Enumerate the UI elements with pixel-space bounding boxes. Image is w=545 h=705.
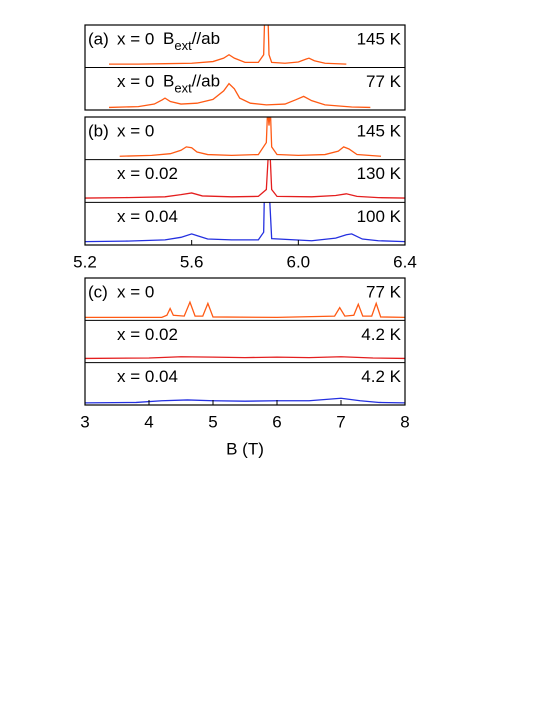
temperature-label: 4.2 K — [361, 325, 401, 344]
legend-entry: x = 0 — [117, 282, 154, 301]
temperature-label: 145 K — [357, 29, 402, 48]
x-tick-label: 5.6 — [180, 252, 204, 271]
x-tick-label: 3 — [80, 412, 89, 431]
field-sub: ext — [174, 38, 192, 53]
temperature-label: 77 K — [366, 72, 402, 91]
panel-label: (b) — [88, 121, 109, 140]
legend-entry: x = 0.02 — [117, 325, 178, 344]
legend-entry: x = 0.04 — [117, 367, 178, 386]
spectrum-line — [109, 25, 347, 65]
x-tick-label: 4 — [144, 412, 153, 431]
legend-entry: x = 0.02 — [117, 164, 178, 183]
spectrum-line — [85, 159, 405, 199]
field-label: Bext//ab — [163, 72, 220, 96]
x-tick-label: 5 — [208, 412, 217, 431]
field-sub: ext — [174, 81, 192, 96]
field-base: B — [163, 72, 174, 91]
spectrum-line — [85, 397, 405, 404]
panel-label: (a) — [88, 29, 109, 48]
legend-entry: x = 0 — [117, 29, 154, 48]
temperature-label: 130 K — [357, 164, 402, 183]
panel-frame — [84, 24, 406, 111]
spectrum-line — [85, 356, 405, 360]
legend-entry: x = 0.04 — [117, 207, 178, 226]
x-tick-label: 5.2 — [73, 252, 97, 271]
temperature-label: 145 K — [357, 121, 402, 140]
x-tick-label: 6.4 — [393, 252, 417, 271]
x-axis-label: B (T) — [226, 439, 264, 458]
field-base: B — [163, 29, 174, 48]
field-label: Bext//ab — [163, 29, 220, 53]
panel-frame — [84, 116, 406, 246]
spectrum-line — [85, 300, 405, 319]
spectrum-line — [108, 82, 371, 109]
x-tick-label: 7 — [336, 412, 345, 431]
field-rest: //ab — [192, 72, 220, 91]
spectrum-line — [119, 117, 382, 157]
temperature-label: 100 K — [357, 207, 402, 226]
legend-entry: x = 0 — [117, 121, 154, 140]
x-tick-label: 6.0 — [287, 252, 311, 271]
x-tick-label: 6 — [272, 412, 281, 431]
spectrum-line — [85, 202, 405, 243]
x-tick-label: 8 — [400, 412, 409, 431]
panel-label: (c) — [88, 282, 108, 301]
legend-entry: x = 0 — [117, 72, 154, 91]
temperature-label: 77 K — [366, 282, 402, 301]
field-rest: //ab — [192, 29, 220, 48]
temperature-label: 4.2 K — [361, 367, 401, 386]
panel-frame — [84, 277, 406, 406]
